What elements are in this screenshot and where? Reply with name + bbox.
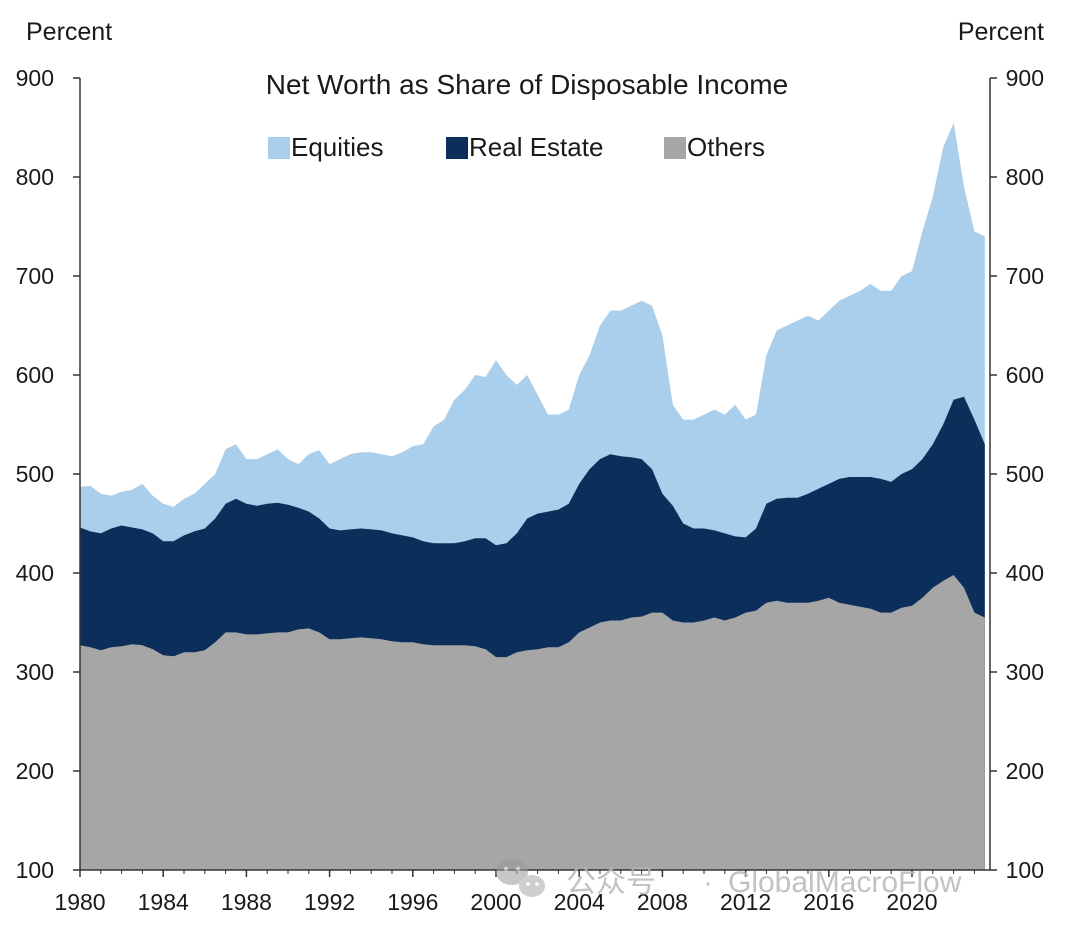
watermark-separator: ·	[703, 866, 713, 899]
x-tick-label: 2016	[803, 889, 854, 915]
y-tick-label-right: 500	[1006, 461, 1044, 487]
y-tick-label-right: 600	[1006, 362, 1044, 388]
y-tick-label-right: 300	[1006, 659, 1044, 685]
tick-labels: 100 100 200 200 300 300 400 400 500 500 600 600 700 7…	[16, 65, 1044, 915]
y-tick-label-left: 400	[16, 560, 54, 586]
y-tick-label-right: 700	[1006, 263, 1044, 289]
watermark-channel: 公众号	[566, 866, 656, 899]
legend-label-real-estate: Real Estate	[469, 132, 603, 162]
legend-swatch-others	[664, 137, 686, 159]
y-tick-label-left: 800	[16, 164, 54, 190]
x-tick-label: 1992	[304, 889, 355, 915]
y-tick-label-left: 500	[16, 461, 54, 487]
x-tick-label: 2020	[886, 889, 937, 915]
x-tick-label: 2012	[720, 889, 771, 915]
x-tick-label: 2008	[637, 889, 688, 915]
y-tick-label-left: 200	[16, 758, 54, 784]
watermark-account: GlobalMacroFlow	[728, 866, 962, 899]
axes	[73, 77, 997, 877]
x-tick-label: 1988	[221, 889, 272, 915]
legend-label-equities: Equities	[291, 132, 384, 162]
area-others	[80, 575, 985, 870]
y-tick-label-right: 200	[1006, 758, 1044, 784]
y-tick-label-left: 100	[16, 857, 54, 883]
y-tick-label-right: 800	[1006, 164, 1044, 190]
wechat-icon	[496, 859, 545, 897]
watermark: 公众号 · GlobalMacroFlow	[496, 859, 962, 899]
x-tick-label: 2004	[554, 889, 605, 915]
legend: Equities Real Estate Others	[268, 132, 765, 162]
y-axis-label-left: Percent	[26, 18, 112, 46]
x-tick-label: 1996	[387, 889, 438, 915]
y-tick-label-left: 300	[16, 659, 54, 685]
legend-swatch-equities	[268, 137, 290, 159]
x-tick-label: 2000	[470, 889, 521, 915]
y-tick-label-right: 400	[1006, 560, 1044, 586]
plot-areas	[80, 122, 985, 871]
legend-swatch-real-estate	[446, 137, 468, 159]
y-tick-label-left: 900	[16, 65, 54, 91]
x-tick-label: 1984	[138, 889, 189, 915]
y-tick-label-left: 600	[16, 362, 54, 388]
y-tick-label-left: 700	[16, 263, 54, 289]
y-tick-label-right: 100	[1006, 857, 1044, 883]
chart-title: Net Worth as Share of Disposable Income	[266, 69, 788, 100]
legend-label-others: Others	[687, 132, 765, 162]
y-tick-label-right: 900	[1006, 65, 1044, 91]
y-axis-label-right: Percent	[958, 18, 1044, 46]
x-tick-label: 1980	[54, 889, 105, 915]
